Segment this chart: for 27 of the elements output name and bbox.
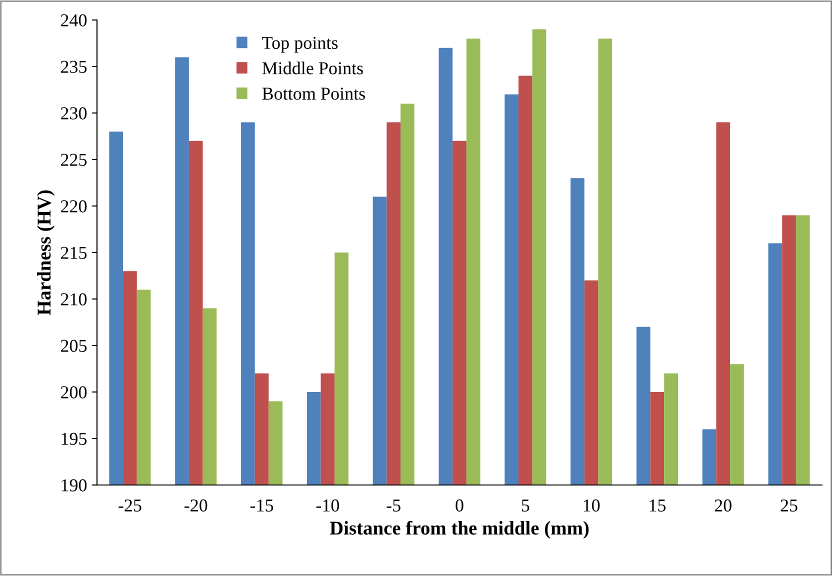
- y-tick-label: 220: [60, 200, 87, 212]
- x-tick-label: -5: [386, 500, 400, 512]
- x-tick-label: -25: [118, 499, 142, 512]
- y-tick-label: 225: [60, 154, 87, 166]
- y-tick-label: 195: [62, 432, 87, 445]
- y-tick-label: 200: [60, 386, 87, 398]
- y-tick-label: 210: [60, 293, 87, 306]
- legend-label: Top points: [262, 36, 338, 53]
- x-tick-label: 0: [456, 499, 464, 512]
- x-axis-title: Distance from the middle (mm): [330, 520, 589, 539]
- x-tick-label: -15: [250, 500, 274, 512]
- x-tick-label: -20: [184, 499, 208, 512]
- legend-label: Bottom Points: [262, 88, 365, 100]
- y-tick-label: 205: [60, 340, 87, 352]
- x-tick-label: 10: [584, 499, 600, 512]
- y-axis-title: Hardness (HV): [37, 190, 55, 316]
- x-tick-label: 15: [650, 500, 666, 512]
- x-tick-label: 5: [522, 500, 530, 512]
- y-tick-label: 230: [60, 107, 87, 120]
- y-tick-label: 235: [60, 60, 87, 73]
- legend-label: Middle Points: [262, 62, 363, 74]
- x-tick-label: 25: [780, 499, 798, 512]
- x-tick-label: 20: [714, 499, 732, 512]
- y-tick-label: 240: [60, 14, 87, 26]
- y-tick-label: 215: [60, 246, 87, 259]
- y-tick-label: 190: [62, 479, 87, 492]
- x-tick-label: -10: [316, 499, 340, 512]
